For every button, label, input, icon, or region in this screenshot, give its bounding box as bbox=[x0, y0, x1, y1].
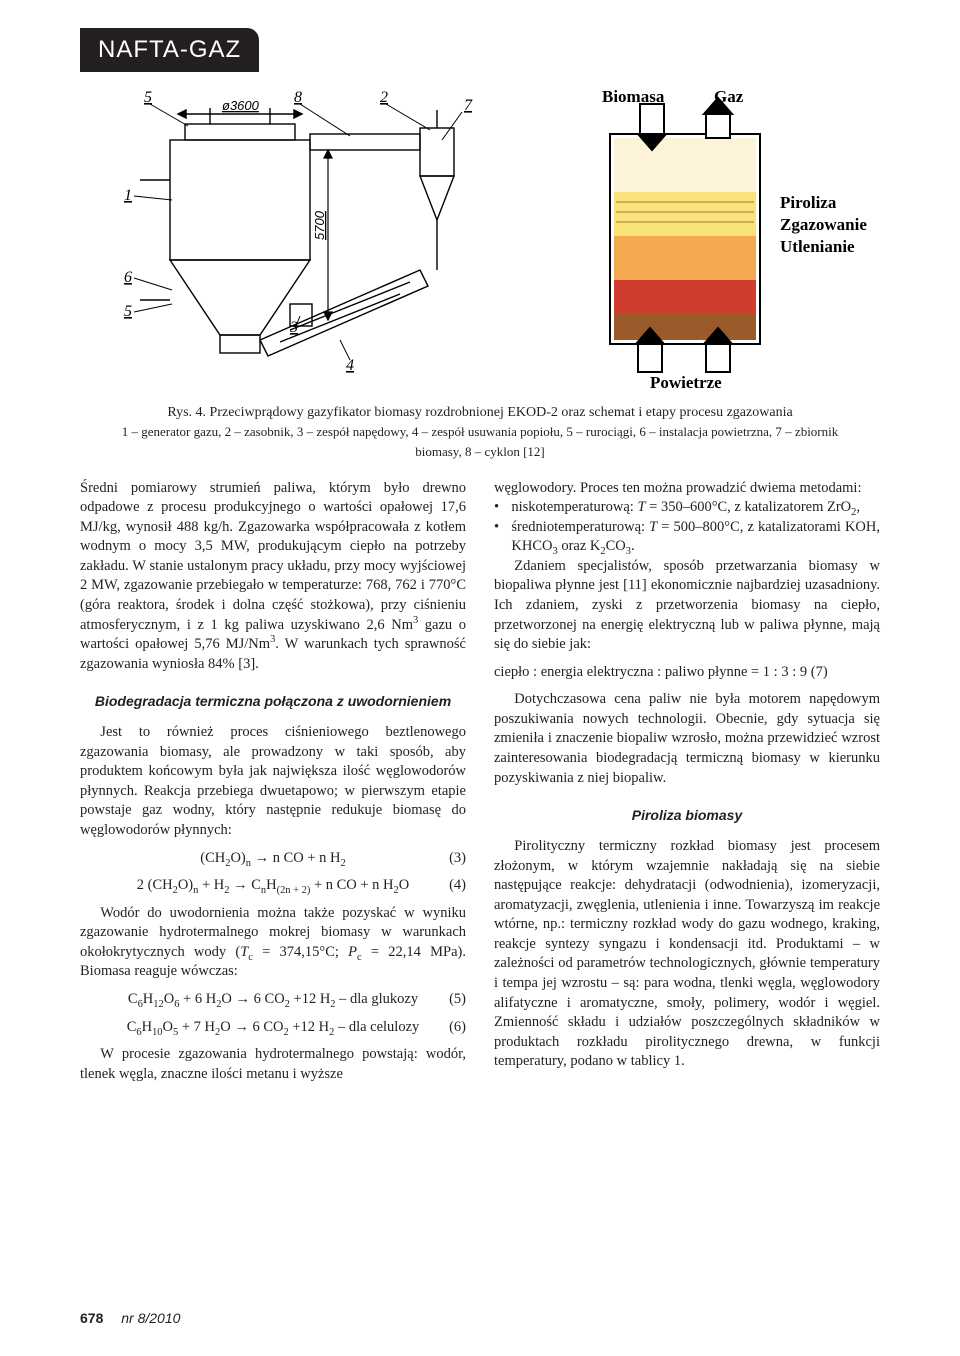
page-number: 678 bbox=[80, 1310, 103, 1326]
svg-text:ø3600: ø3600 bbox=[222, 98, 260, 113]
ratio-line: ciepło : energia elektryczna : paliwo pł… bbox=[494, 663, 880, 683]
issue-number: nr 8/2010 bbox=[121, 1310, 180, 1326]
bullet-srednio: średniotemperaturową: T = 500–800°C, z k… bbox=[494, 518, 880, 557]
subhead-biodegradacja: Biodegradacja termiczna połączona z uwod… bbox=[80, 692, 466, 711]
para-3: Wodór do uwodornienia można także pozysk… bbox=[80, 904, 466, 982]
svg-text:Powietrze: Powietrze bbox=[650, 373, 722, 390]
figure-4-svg: ø3600 5700 5 8 2 7 1 6 5 3 4 bbox=[90, 90, 870, 390]
page-footer: 678 nr 8/2010 bbox=[80, 1309, 180, 1328]
equation-5: C6H12O6 + 6 H2O → 6 CO2 +12 H2 – dla glu… bbox=[80, 990, 466, 1010]
svg-text:7: 7 bbox=[464, 97, 473, 114]
para-r4: Pirolityczny termiczny rozkład biomasy j… bbox=[494, 837, 880, 1072]
para-r1: węglowodory. Proces ten można prowadzić … bbox=[494, 479, 880, 499]
body-text: Średni pomiarowy strumień paliwa, którym… bbox=[80, 479, 880, 1085]
para-4: W procesie zgazowania hydrotermalnego po… bbox=[80, 1045, 466, 1084]
equation-6: C6H10O5 + 7 H2O → 6 CO2 +12 H2 – dla cel… bbox=[80, 1018, 466, 1038]
bullet-nisko: niskotemperaturową: T = 350–600°C, z kat… bbox=[494, 498, 880, 518]
svg-text:5: 5 bbox=[124, 303, 132, 320]
figure-caption: Rys. 4. Przeciwprądowy gazyfikator bioma… bbox=[80, 404, 880, 463]
para-r3: Dotychczasowa cena paliw nie była motore… bbox=[494, 690, 880, 788]
svg-text:6: 6 bbox=[124, 269, 132, 286]
para-r2: Zdaniem specjalistów, sposób przetwarzan… bbox=[494, 557, 880, 655]
journal-header: NAFTA-GAZ bbox=[80, 28, 259, 72]
svg-text:8: 8 bbox=[294, 90, 302, 106]
subhead-piroliza: Piroliza biomasy bbox=[494, 806, 880, 825]
para-1: Średni pomiarowy strumień paliwa, którym… bbox=[80, 479, 466, 675]
svg-text:Biomasa: Biomasa bbox=[602, 90, 665, 106]
svg-text:Zgazowanie: Zgazowanie bbox=[780, 215, 867, 234]
para-2: Jest to również proces ciśnieniowego bez… bbox=[80, 723, 466, 840]
svg-text:Utlenianie: Utlenianie bbox=[780, 237, 855, 256]
svg-text:5700: 5700 bbox=[312, 210, 327, 240]
svg-text:5: 5 bbox=[144, 90, 152, 106]
svg-text:Gaz: Gaz bbox=[714, 90, 744, 106]
svg-text:1: 1 bbox=[124, 187, 132, 204]
equation-4: 2 (CH2O)n + H2 → CnH(2n + 2) + n CO + n … bbox=[80, 876, 466, 896]
equation-3: (CH2O)n → n CO + n H2 (3) bbox=[80, 849, 466, 869]
methods-list: niskotemperaturową: T = 350–600°C, z kat… bbox=[494, 498, 880, 557]
svg-text:2: 2 bbox=[380, 90, 388, 106]
svg-text:Piroliza: Piroliza bbox=[780, 193, 837, 212]
figure-4: ø3600 5700 5 8 2 7 1 6 5 3 4 bbox=[80, 90, 880, 400]
svg-text:3: 3 bbox=[289, 319, 298, 336]
